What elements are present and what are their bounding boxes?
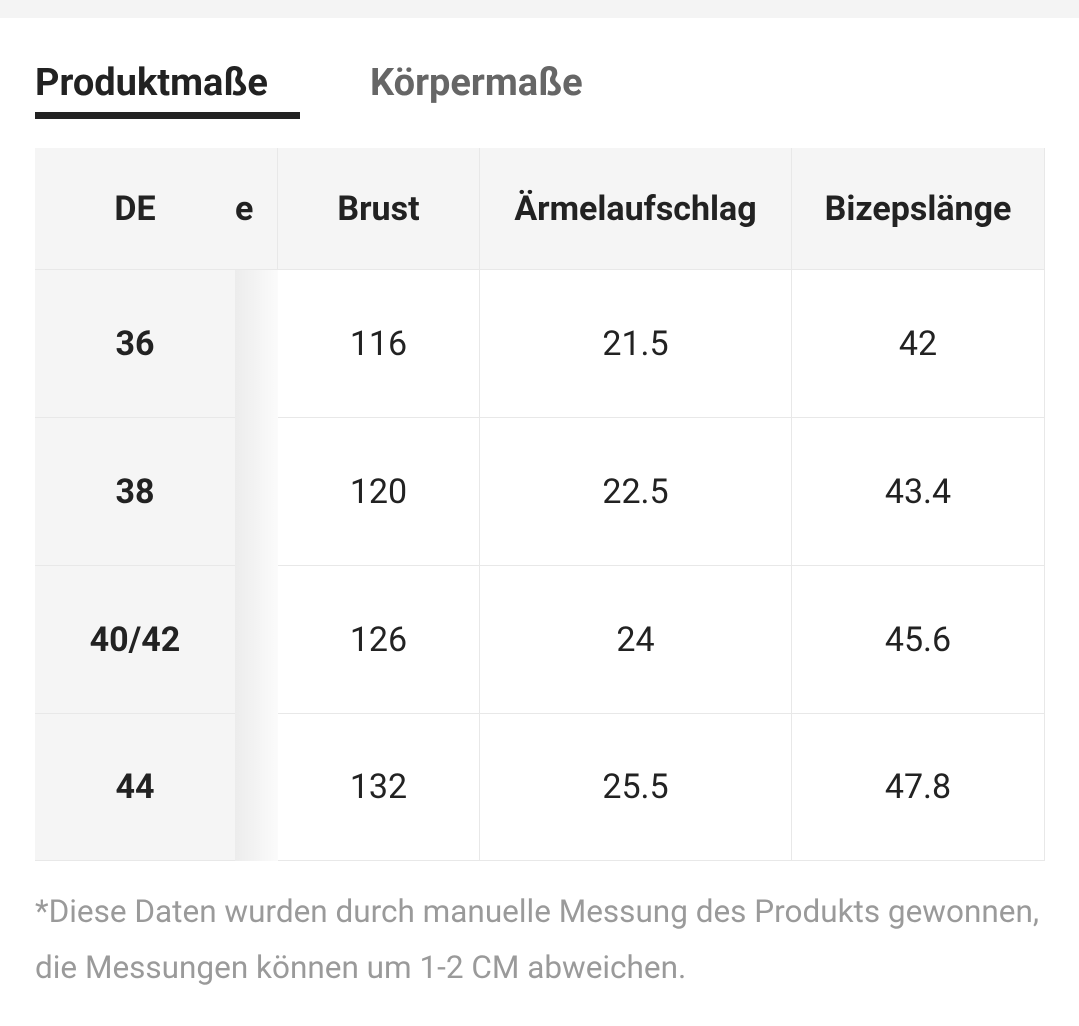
tab-underline <box>35 112 300 119</box>
value-cell: 24 <box>480 566 792 714</box>
size-cell: 36 <box>35 270 235 418</box>
value-cell: 126 <box>278 566 480 714</box>
value-cell: 25.5 <box>480 714 792 861</box>
value-cell: 43.4 <box>792 418 1045 566</box>
header-cell: e <box>235 148 278 270</box>
top-bar <box>0 0 1079 18</box>
size-cell: 40/42 <box>35 566 235 714</box>
header-cell: Ärmelaufschlag <box>480 148 792 270</box>
value-cell: 120 <box>278 418 480 566</box>
value-cell: 132 <box>278 714 480 861</box>
header-cell: Bizepslänge <box>792 148 1045 270</box>
size-cell: 44 <box>35 714 235 861</box>
value-cell: 47.8 <box>792 714 1045 861</box>
value-cell: 116 <box>278 270 480 418</box>
header-cell: DE <box>35 148 235 270</box>
size-cell: 38 <box>35 418 235 566</box>
value-cell: 42 <box>792 270 1045 418</box>
header-cell: Brust <box>278 148 480 270</box>
value-cell: 45.6 <box>792 566 1045 714</box>
value-cell: 22.5 <box>480 418 792 566</box>
sticky-shadow <box>235 270 278 861</box>
footnote: *Diese Daten wurden durch manuelle Messu… <box>35 893 1040 986</box>
tab[interactable]: Körpermaße <box>370 61 583 105</box>
tab-active[interactable]: Produktmaße <box>35 61 268 105</box>
value-cell: 21.5 <box>480 270 792 418</box>
